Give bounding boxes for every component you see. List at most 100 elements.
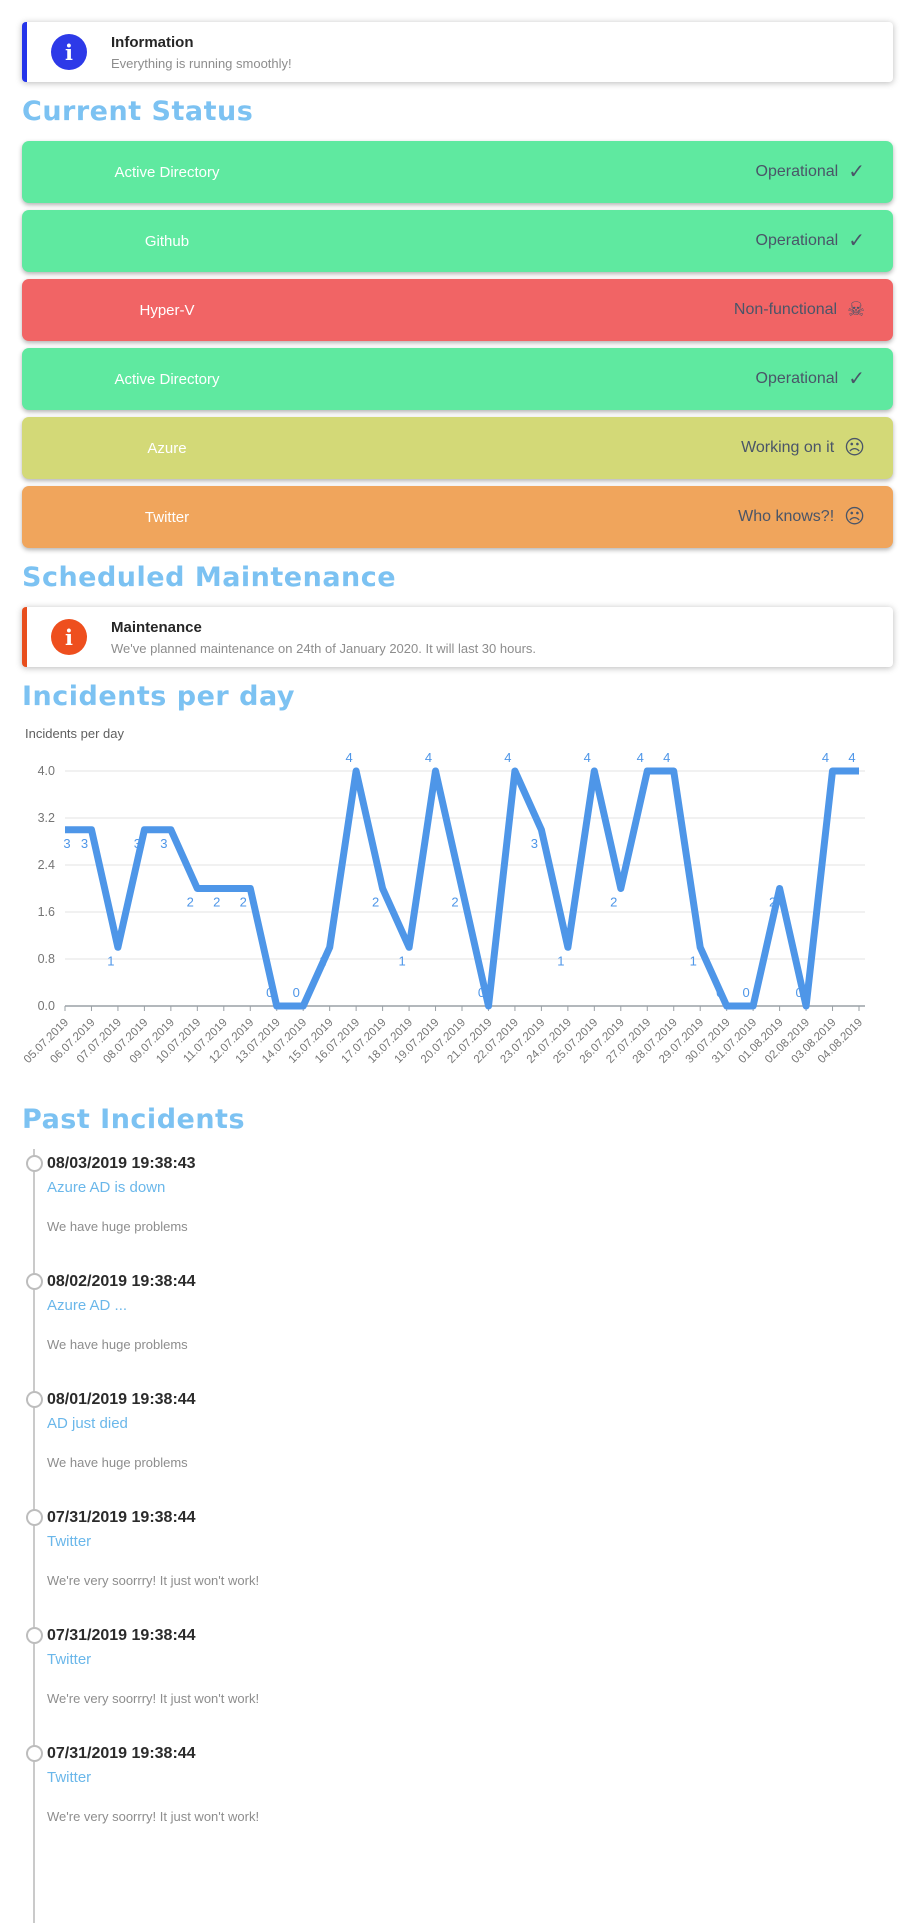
info-banner: i Information Everything is running smoo… [22, 22, 893, 82]
incidents-chart-block: Incidents per day 0.0 0.8 1.6 2.4 3.2 4.0 05.0… [22, 726, 893, 1090]
incident-message: We're very soorrry! It just won't work! [47, 1691, 260, 1706]
svg-text:2: 2 [213, 895, 220, 910]
skull-icon: ☠ [847, 299, 865, 321]
section-heading-incidents-per-day: Incidents per day [22, 681, 295, 712]
incident-title-link[interactable]: Twitter [47, 1769, 92, 1786]
svg-text:4: 4 [848, 750, 855, 765]
maintenance-banner-title: Maintenance [111, 618, 202, 636]
svg-text:3: 3 [63, 836, 70, 851]
svg-text:4.0: 4.0 [38, 764, 55, 778]
timeline-dot-icon [26, 1273, 43, 1290]
svg-text:3: 3 [160, 836, 167, 851]
svg-text:4: 4 [345, 750, 352, 765]
timeline-dot-icon [26, 1391, 43, 1408]
incidents-line-chart: 0.0 0.8 1.6 2.4 3.2 4.0 05.07.2019 06.07.2019 07… [22, 745, 893, 1090]
service-status-text: Non-functional [733, 301, 838, 318]
service-status: Operational ✓ [756, 231, 893, 251]
sad-face-icon: ☹ [844, 506, 865, 528]
svg-text:0.0: 0.0 [38, 999, 55, 1013]
service-status-text: Operational [755, 370, 839, 387]
service-status-row: Hyper-V Non-functional ☠ [22, 279, 893, 341]
svg-text:2: 2 [769, 895, 776, 910]
service-status: Non-functional ☠ [734, 300, 893, 320]
service-status-row: Github Operational ✓ [22, 210, 893, 272]
sad-face-icon: ☹ [844, 437, 865, 459]
svg-text:3: 3 [81, 836, 88, 851]
incident-date: 07/31/2019 19:38:44 [47, 1509, 196, 1526]
svg-text:3: 3 [531, 836, 538, 851]
maintenance-info-icon: i [51, 619, 87, 655]
incident-message: We have huge problems [47, 1219, 188, 1234]
svg-text:3: 3 [134, 836, 141, 851]
service-status-row: Active Directory Operational ✓ [22, 141, 893, 203]
timeline-dot-icon [26, 1745, 43, 1762]
incident-entry: 08/02/2019 19:38:44 Azure AD ... We have… [26, 1273, 893, 1353]
svg-text:0: 0 [266, 985, 273, 1000]
service-name: Hyper-V [139, 301, 195, 319]
timeline-dot-icon [26, 1155, 43, 1172]
incident-timeline: 08/03/2019 19:38:43 Azure AD is down We … [26, 1149, 893, 1923]
service-name: Azure [147, 439, 187, 457]
incident-message: We have huge problems [47, 1337, 188, 1352]
info-icon: i [51, 34, 87, 70]
svg-text:2: 2 [240, 895, 247, 910]
incident-date: 08/01/2019 19:38:44 [47, 1391, 196, 1408]
incident-entry: 07/31/2019 19:38:44 Twitter We're very s… [26, 1627, 893, 1707]
incident-message: We're very soorrry! It just won't work! [47, 1809, 260, 1824]
svg-text:4: 4 [822, 750, 829, 765]
svg-text:2: 2 [610, 895, 617, 910]
service-name: Twitter [144, 508, 190, 526]
incident-title-link[interactable]: Azure AD ... [47, 1297, 128, 1314]
svg-text:3.2: 3.2 [38, 811, 55, 825]
svg-text:1: 1 [319, 953, 326, 968]
svg-text:1: 1 [690, 953, 697, 968]
svg-text:2: 2 [372, 895, 379, 910]
svg-text:2: 2 [187, 895, 194, 910]
chart-title: Incidents per day [25, 726, 125, 741]
incident-entry: 07/31/2019 19:38:44 Twitter We're very s… [26, 1509, 893, 1589]
svg-text:0: 0 [716, 985, 723, 1000]
incident-message: We're very soorrry! It just won't work! [47, 1573, 260, 1588]
incident-date: 07/31/2019 19:38:44 [47, 1745, 196, 1762]
service-status: Operational ✓ [756, 369, 893, 389]
maintenance-banner-message: We've planned maintenance on 24th of Jan… [111, 640, 537, 656]
svg-text:0: 0 [742, 985, 749, 1000]
status-list: Active Directory Operational ✓ Github Op… [22, 141, 893, 548]
service-status: Operational ✓ [756, 162, 893, 182]
service-status: Working on it ☹ [741, 438, 893, 458]
service-name: Active Directory [114, 370, 220, 388]
info-banner-title: Information [111, 33, 194, 51]
incident-entry: 08/03/2019 19:38:43 Azure AD is down We … [26, 1155, 893, 1235]
incident-title-link[interactable]: Twitter [47, 1651, 92, 1668]
section-heading-past-incidents: Past Incidents [22, 1104, 246, 1135]
service-name: Github [144, 232, 190, 250]
maintenance-banner-text: Maintenance We've planned maintenance on… [111, 619, 536, 656]
incident-title-link[interactable]: AD just died [47, 1415, 128, 1432]
svg-text:0: 0 [795, 985, 802, 1000]
check-icon: ✓ [848, 368, 865, 390]
service-status-text: Operational [755, 232, 839, 249]
service-status-row: Active Directory Operational ✓ [22, 348, 893, 410]
svg-text:2.4: 2.4 [38, 858, 55, 872]
service-name: Active Directory [114, 163, 220, 181]
check-icon: ✓ [848, 161, 865, 183]
svg-text:1: 1 [107, 953, 114, 968]
svg-text:4: 4 [425, 750, 432, 765]
incident-message: We have huge problems [47, 1455, 188, 1470]
incident-title-link[interactable]: Azure AD is down [47, 1179, 166, 1196]
incident-date: 08/03/2019 19:38:43 [47, 1155, 196, 1172]
svg-text:4: 4 [663, 750, 670, 765]
timeline-dot-icon [26, 1627, 43, 1644]
svg-text:0: 0 [478, 985, 485, 1000]
info-banner-text: Information Everything is running smooth… [111, 34, 292, 71]
service-status-text: Who knows?! [738, 508, 835, 525]
incident-entry: 07/31/2019 19:38:44 Twitter We're very s… [26, 1745, 893, 1825]
incident-date: 08/02/2019 19:38:44 [47, 1273, 196, 1290]
incident-title-link[interactable]: Twitter [47, 1533, 92, 1550]
maintenance-banner: i Maintenance We've planned maintenance … [22, 607, 893, 667]
check-icon: ✓ [848, 230, 865, 252]
incident-entry: 08/01/2019 19:38:44 AD just died We have… [26, 1391, 893, 1471]
service-status-text: Operational [755, 163, 839, 180]
service-status-row: Twitter Who knows?! ☹ [22, 486, 893, 548]
